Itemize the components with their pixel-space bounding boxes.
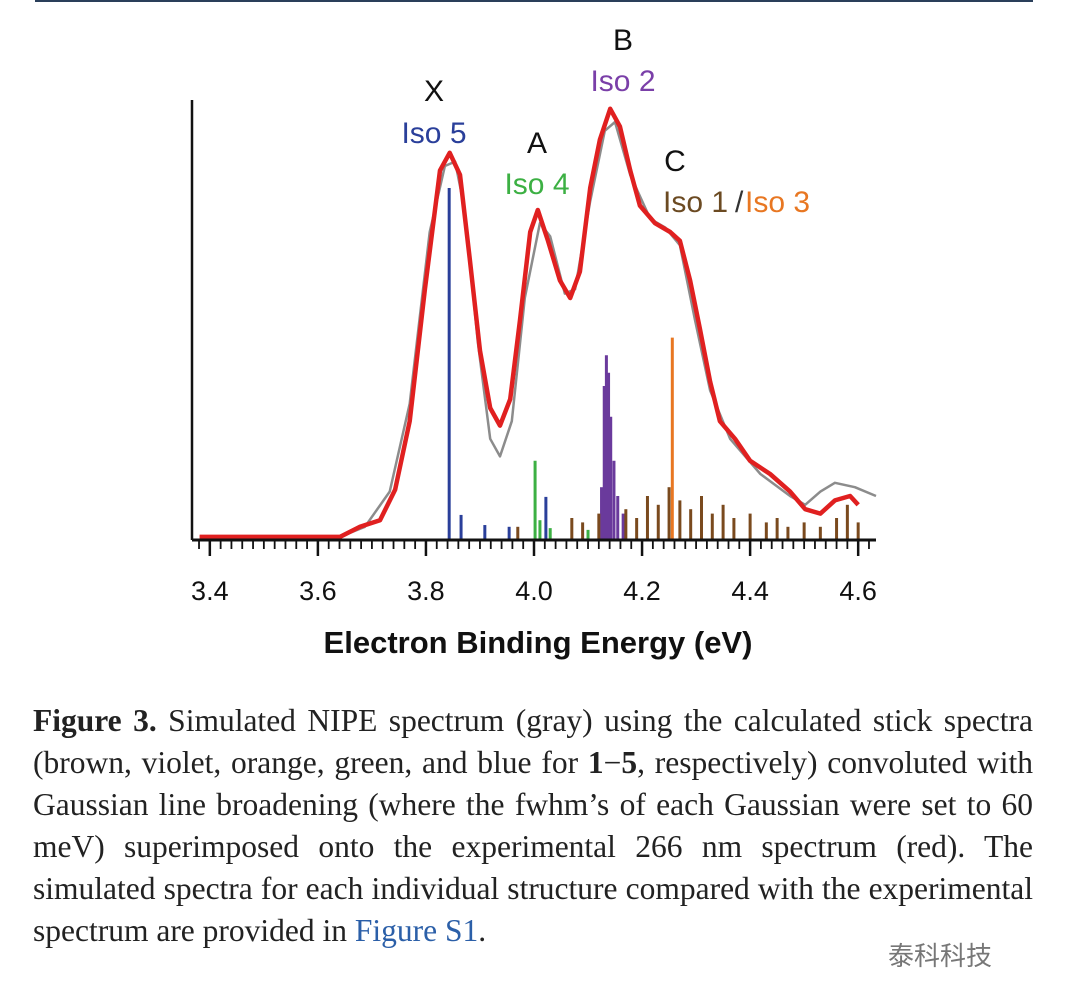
annotation: A bbox=[527, 127, 547, 160]
annotation: Iso 2 bbox=[590, 65, 655, 98]
caption: Figure 3. Simulated NIPE spectrum (gray)… bbox=[33, 700, 1033, 952]
chart: X Iso 5 A Iso 4 B Iso 2 C Iso 1 / Iso 3 … bbox=[35, 0, 1033, 660]
figure-link[interactable]: Figure S1 bbox=[354, 913, 479, 948]
x-tick-label: 4.4 bbox=[731, 576, 769, 606]
caption-bold: 5 bbox=[621, 745, 638, 780]
caption-text: Simulated NIPE spectrum (gray) using the… bbox=[33, 703, 1033, 780]
annotation: B bbox=[613, 24, 633, 57]
annotation: / bbox=[735, 186, 744, 219]
annotation: Iso 3 bbox=[745, 186, 810, 219]
watermark: 泰科科技 bbox=[888, 936, 992, 973]
x-tick-label: 3.4 bbox=[191, 576, 229, 606]
x-tick-label: 4.6 bbox=[839, 576, 877, 606]
caption-text: , respectively) convoluted with Gaussian… bbox=[33, 745, 1034, 948]
spectrum-line bbox=[199, 106, 860, 540]
x-tick-label: 3.8 bbox=[407, 576, 445, 606]
annotation: Iso 4 bbox=[504, 168, 569, 201]
watermark-text: 泰科科技 bbox=[888, 942, 993, 972]
x-tick-label: 4.0 bbox=[515, 576, 553, 606]
caption-text: . bbox=[478, 913, 487, 948]
annotation: Iso 1 bbox=[663, 186, 728, 219]
x-tick-label: 3.6 bbox=[299, 576, 337, 606]
caption-label: Figure 3. bbox=[33, 703, 157, 738]
x-axis-label: Electron Binding Energy (eV) bbox=[324, 625, 753, 660]
annotation: X bbox=[424, 75, 444, 108]
caption-bold: 1 bbox=[587, 745, 604, 780]
x-tick-label: 4.2 bbox=[623, 576, 661, 606]
caption-text: − bbox=[603, 745, 622, 780]
annotation: Iso 5 bbox=[401, 117, 466, 150]
annotation: C bbox=[664, 145, 686, 178]
